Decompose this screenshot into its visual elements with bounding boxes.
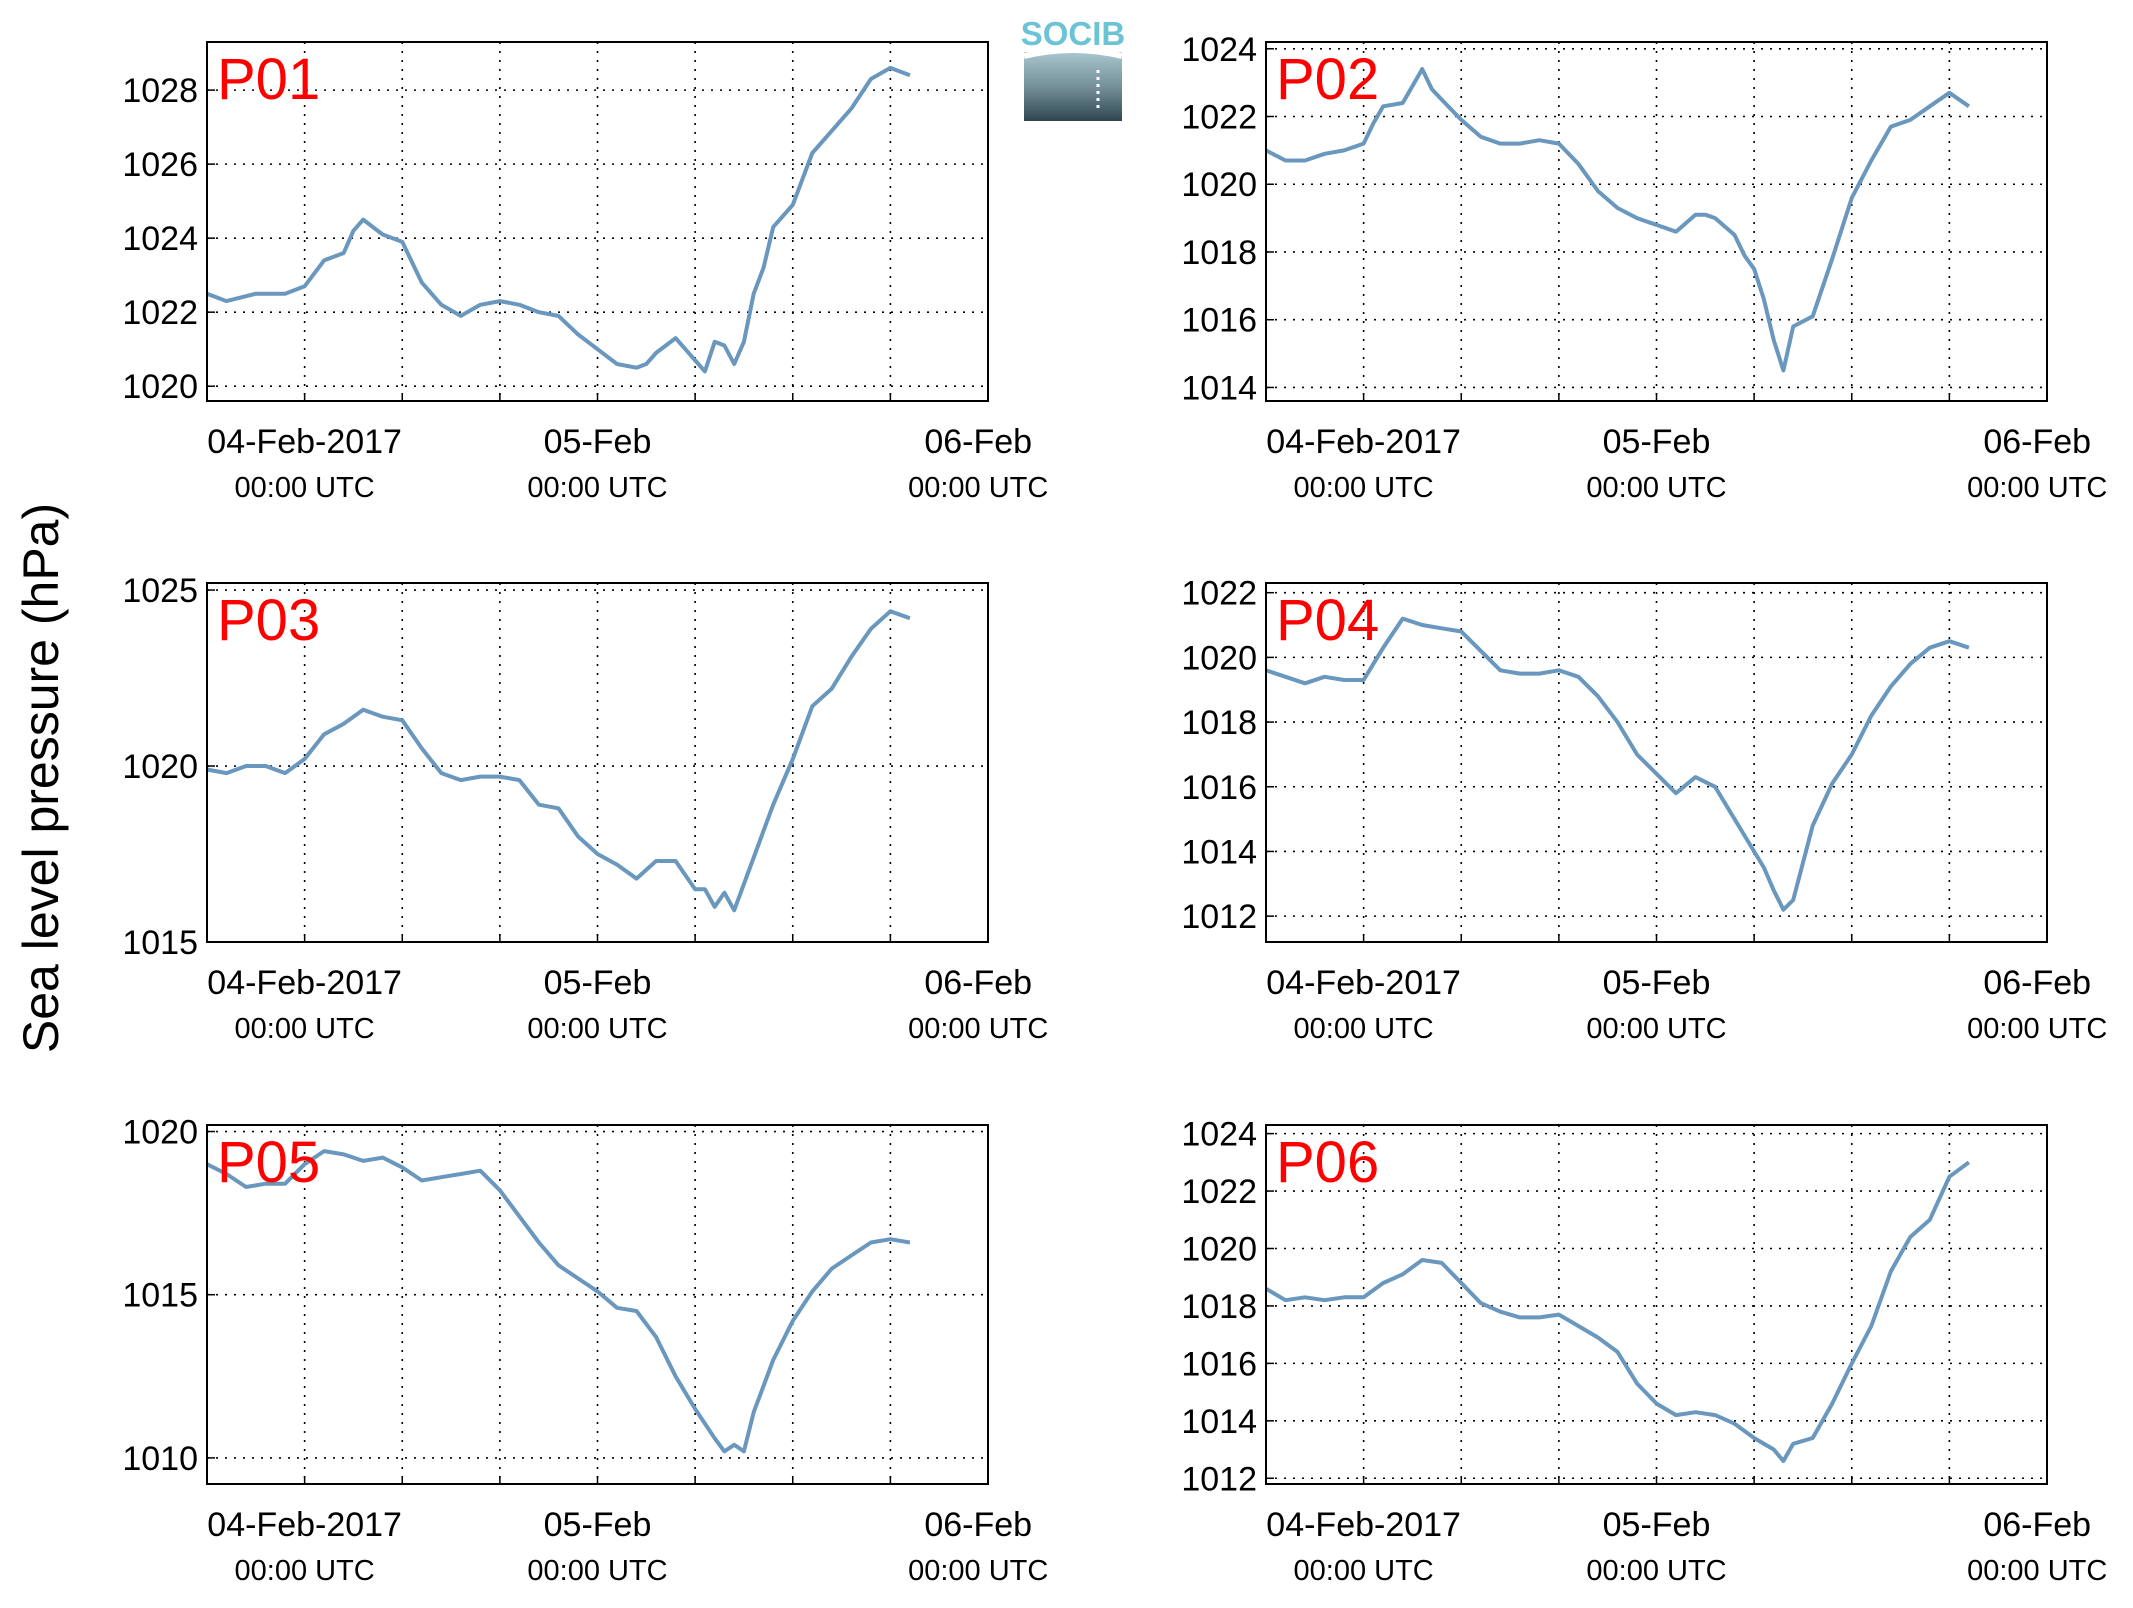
x-tick-label: 05-Feb — [544, 1506, 652, 1544]
y-tick-label: 1024 — [122, 220, 198, 258]
y-tick-label: 1028 — [122, 72, 198, 110]
x-tick-sublabel: 00:00 UTC — [1967, 472, 2107, 504]
y-tick-label: 1010 — [122, 1440, 198, 1478]
chart-panel-p06: 1012 1014 1016 1018 1020 1022 1024 04-Feb-2017 0… — [1181, 1116, 2107, 1587]
x-tick-label: 04-Feb-2017 — [1266, 964, 1461, 1002]
axes-frame — [1265, 1124, 2048, 1485]
x-tick-sublabel: 00:00 UTC — [908, 1013, 1048, 1045]
y-tick-label: 1015 — [122, 1277, 198, 1315]
x-tick-label: 06-Feb — [924, 1506, 1032, 1544]
x-tick-label: 04-Feb-2017 — [207, 423, 402, 461]
x-tick-label: 06-Feb — [924, 423, 1032, 461]
y-tick-label: 1022 — [1181, 99, 1257, 137]
y-axis-label: Sea level pressure (hPa) — [13, 503, 69, 1053]
y-tick-label: 1016 — [1181, 769, 1257, 807]
panels: 1020 1022 1024 1026 1028 04-Feb-2017 00:00 UTC… — [122, 31, 2107, 1587]
y-tick-label: 1012 — [1181, 898, 1257, 936]
y-tick-label: 1018 — [1181, 704, 1257, 742]
x-tick-sublabel: 00:00 UTC — [1586, 1555, 1726, 1587]
x-tick-label: 06-Feb — [1983, 964, 2091, 1002]
x-tick-label: 05-Feb — [1603, 1506, 1711, 1544]
axes-frame — [1265, 582, 2048, 943]
y-tick-label: 1015 — [122, 924, 198, 962]
x-tick-label: 04-Feb-2017 — [1266, 1506, 1461, 1544]
panel-title: P06 — [1276, 1130, 1379, 1195]
y-tick-label: 1022 — [1181, 1173, 1257, 1211]
x-tick-label: 04-Feb-2017 — [207, 964, 402, 1002]
x-tick-label: 05-Feb — [1603, 423, 1711, 461]
y-tick-label: 1016 — [1181, 1345, 1257, 1383]
y-tick-label: 1020 — [1181, 166, 1257, 204]
chart-panel-p04: 1012 1014 1016 1018 1020 1022 04-Feb-2017 00:00… — [1181, 575, 2107, 1045]
x-tick-sublabel: 00:00 UTC — [527, 1555, 667, 1587]
x-tick-sublabel: 00:00 UTC — [908, 472, 1048, 504]
x-tick-label: 04-Feb-2017 — [1266, 423, 1461, 461]
x-tick-sublabel: 00:00 UTC — [1294, 472, 1434, 504]
y-tick-label: 1020 — [1181, 1230, 1257, 1268]
series-line-p04 — [1265, 616, 1970, 912]
y-tick-label: 1020 — [122, 1114, 198, 1152]
panel-title: P05 — [217, 1130, 320, 1195]
chart-panel-p02: 1014 1016 1018 1020 1022 1024 04-Feb-2017 00:00… — [1181, 31, 2107, 504]
x-tick-sublabel: 00:00 UTC — [235, 1013, 375, 1045]
axes-frame — [206, 41, 989, 402]
x-tick-sublabel: 00:00 UTC — [1586, 472, 1726, 504]
series-line-p05 — [206, 1149, 911, 1454]
series-line-p02 — [1265, 67, 1971, 373]
y-tick-label: 1025 — [122, 572, 198, 610]
y-tick-label: 1018 — [1181, 234, 1257, 272]
x-tick-sublabel: 00:00 UTC — [1294, 1013, 1434, 1045]
y-tick-label: 1020 — [122, 748, 198, 786]
svg-text:SOCIB: SOCIB — [1021, 15, 1126, 52]
y-tick-label: 1012 — [1181, 1460, 1257, 1498]
x-tick-label: 06-Feb — [1983, 423, 2091, 461]
y-tick-label: 1014 — [1181, 369, 1257, 407]
chart-panel-p03: 1015 1020 1025 04-Feb-2017 00:00 UTC 05-Feb 00… — [122, 572, 1048, 1045]
axes-frame — [206, 582, 989, 943]
panel-title: P01 — [217, 47, 320, 112]
x-tick-sublabel: 00:00 UTC — [1586, 1013, 1726, 1045]
y-tick-label: 1022 — [122, 294, 198, 332]
x-tick-sublabel: 00:00 UTC — [235, 1555, 375, 1587]
x-tick-sublabel: 00:00 UTC — [235, 472, 375, 504]
y-tick-label: 1020 — [122, 368, 198, 406]
y-tick-label: 1016 — [1181, 302, 1257, 340]
x-tick-label: 04-Feb-2017 — [207, 1506, 402, 1544]
y-tick-label: 1024 — [1181, 1116, 1257, 1154]
panel-title: P04 — [1276, 588, 1379, 653]
x-tick-label: 06-Feb — [1983, 1506, 2091, 1544]
series-line-p01 — [206, 65, 911, 374]
x-tick-label: 05-Feb — [544, 964, 652, 1002]
x-tick-sublabel: 00:00 UTC — [1967, 1013, 2107, 1045]
x-tick-sublabel: 00:00 UTC — [1294, 1555, 1434, 1587]
chart-panel-p05: 1010 1015 1020 04-Feb-2017 00:00 UTC 05-Feb 00… — [122, 1114, 1048, 1587]
x-tick-sublabel: 00:00 UTC — [527, 1013, 667, 1045]
x-tick-sublabel: 00:00 UTC — [908, 1555, 1048, 1587]
x-tick-sublabel: 00:00 UTC — [1967, 1555, 2107, 1587]
y-tick-label: 1014 — [1181, 833, 1257, 871]
y-tick-label: 1026 — [122, 146, 198, 184]
y-tick-label: 1014 — [1181, 1403, 1257, 1441]
x-tick-label: 05-Feb — [1603, 964, 1711, 1002]
socib-logo: SOCIB — [1021, 15, 1126, 121]
y-tick-label: 1018 — [1181, 1288, 1257, 1326]
series-line-p06 — [1264, 1160, 1971, 1463]
x-tick-sublabel: 00:00 UTC — [527, 472, 667, 504]
y-tick-label: 1020 — [1181, 639, 1257, 677]
x-tick-label: 06-Feb — [924, 964, 1032, 1002]
panel-title: P02 — [1276, 47, 1379, 112]
y-tick-label: 1024 — [1181, 31, 1257, 69]
panel-title: P03 — [217, 588, 320, 653]
axes-frame — [206, 1124, 989, 1485]
series-line-p03 — [206, 609, 911, 913]
axes-frame — [1265, 41, 2048, 402]
chart-panel-p01: 1020 1022 1024 1026 1028 04-Feb-2017 00:00 UTC… — [122, 41, 1048, 504]
y-tick-label: 1022 — [1181, 575, 1257, 613]
x-tick-label: 05-Feb — [544, 423, 652, 461]
